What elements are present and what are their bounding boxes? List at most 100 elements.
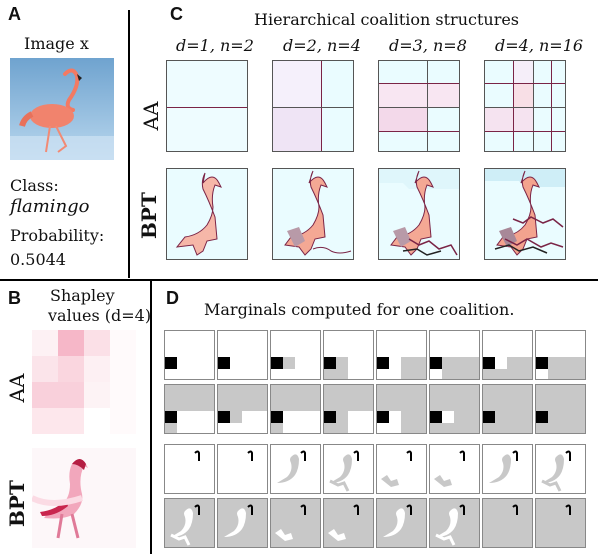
split-line <box>427 61 428 151</box>
divider-horizontal <box>0 279 598 281</box>
divider-vertical-top <box>128 10 130 278</box>
panel-b-title-line2: values (d=4) <box>48 306 152 325</box>
flamingo-gray-icon <box>329 450 359 492</box>
marginal-tile <box>482 444 533 494</box>
coalition-mask <box>324 369 348 379</box>
marginal-tile <box>270 330 321 380</box>
marginal-tile <box>217 444 268 494</box>
split-line <box>485 83 565 84</box>
coalition-mask <box>377 411 389 423</box>
panel-b-title-line1: Shapley <box>50 286 115 305</box>
coalition-mask <box>242 411 267 423</box>
flamingo-silhouette <box>379 169 459 256</box>
bpt-tile-d4 <box>484 168 566 260</box>
bpt-tile-d1 <box>166 168 248 260</box>
split-line <box>485 131 565 132</box>
col-header-1: d=1, n=2 <box>176 36 254 55</box>
coalition-mask <box>271 357 283 369</box>
panel-d-label: D <box>166 288 179 308</box>
marginal-tile <box>323 384 374 434</box>
marginal-tile <box>482 384 533 434</box>
marginal-tile <box>482 498 533 548</box>
marginal-tile <box>429 498 480 548</box>
row-label-bpt-b: BPT <box>5 480 29 527</box>
bpt-tile-d3 <box>378 168 460 260</box>
flamingo-image <box>10 58 114 160</box>
flamingo-white-icon <box>383 504 412 537</box>
panel-c-title: Hierarchical coalition structures <box>254 10 520 29</box>
shapley-bpt-heatmap <box>32 448 136 548</box>
marginal-tile <box>270 384 321 434</box>
aa-tile-d4 <box>484 60 566 152</box>
flamingo-white-icon <box>224 504 253 537</box>
flamingo-head-icon <box>565 504 571 515</box>
coalition-mask <box>377 423 401 433</box>
row-label-bpt-c: BPT <box>137 192 161 239</box>
aa-tile-d2 <box>272 60 354 152</box>
col-header-3: d=3, n=8 <box>389 36 467 55</box>
split-line <box>167 107 247 108</box>
marginal-tile <box>429 384 480 434</box>
marginal-tile <box>270 444 321 494</box>
marginal-tile <box>164 330 215 380</box>
flamingo-white-icon <box>328 504 359 541</box>
coalition-mask <box>377 357 389 369</box>
coalition-mask <box>218 411 230 423</box>
coalition-mask <box>165 411 177 423</box>
split-line <box>513 61 514 151</box>
aa-tile-d1 <box>166 60 248 152</box>
marginals-grid <box>164 330 594 550</box>
aa-tile-d3 <box>378 60 460 152</box>
marginal-tile <box>376 384 427 434</box>
coalition-mask <box>348 411 373 433</box>
region-shade <box>273 107 321 151</box>
coalition-mask <box>483 369 532 379</box>
marginal-tile <box>429 330 480 380</box>
marginal-tile <box>535 330 586 380</box>
region-shade <box>513 61 533 83</box>
split-line <box>273 107 353 108</box>
flamingo-gray-icon <box>541 450 571 492</box>
marginal-tile <box>376 330 427 380</box>
shapley-bpt-map <box>32 459 88 539</box>
probability-label: Probability: <box>10 226 105 245</box>
split-line <box>379 131 459 132</box>
marginal-tile <box>217 384 268 434</box>
coalition-mask <box>324 357 336 369</box>
class-label: Class: <box>10 176 59 195</box>
image-caption: Image x <box>24 34 89 53</box>
split-line <box>321 61 322 151</box>
flamingo-silhouette <box>485 169 565 256</box>
coalition-mask <box>507 357 532 369</box>
flamingo-white-icon <box>275 504 306 541</box>
coalition-mask <box>283 357 295 369</box>
region-shade <box>485 107 533 131</box>
coalition-mask <box>218 357 230 369</box>
coalition-mask <box>430 357 442 369</box>
coalition-mask <box>336 357 348 369</box>
flamingo-white-icon <box>435 504 465 546</box>
coalition-mask <box>548 357 585 379</box>
marginal-tile <box>217 498 268 548</box>
row-label-aa-b: AA <box>5 373 29 403</box>
marginal-tile <box>535 384 586 434</box>
flamingo-gray-icon <box>489 450 518 483</box>
split-line <box>485 107 565 108</box>
bpt-tile-d2 <box>272 168 354 260</box>
flamingo-silhouette <box>175 172 222 256</box>
split-line <box>379 83 459 84</box>
flamingo-gray-icon <box>277 450 306 483</box>
split-line <box>379 107 459 108</box>
marginal-tile <box>270 498 321 548</box>
marginal-tile <box>164 444 215 494</box>
region-shade <box>513 83 533 107</box>
marginal-tile <box>164 498 215 548</box>
coalition-mask <box>430 411 442 423</box>
marginal-tile <box>323 444 374 494</box>
flamingo-head-icon <box>194 450 200 461</box>
marginal-tile <box>535 444 586 494</box>
coalition-mask <box>283 411 320 433</box>
region-shade <box>379 83 459 107</box>
image-caption-text: Image x <box>24 34 89 53</box>
split-line <box>533 61 534 151</box>
